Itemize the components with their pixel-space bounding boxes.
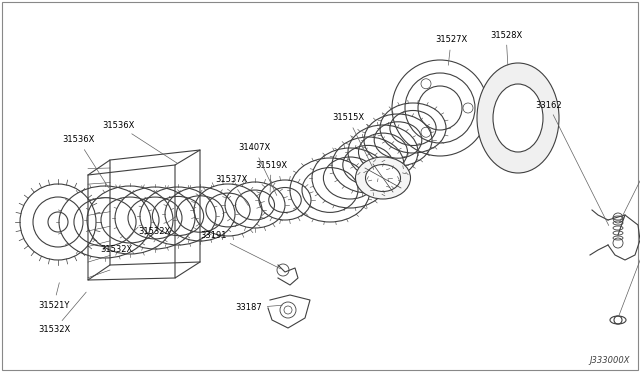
Text: ⓦ08915-13610
   (1): ⓦ08915-13610 (1) bbox=[0, 371, 1, 372]
Text: 31528X: 31528X bbox=[490, 31, 522, 65]
Text: 31537X: 31537X bbox=[215, 176, 248, 206]
Text: 31532X: 31532X bbox=[100, 227, 138, 254]
Text: 31536X: 31536X bbox=[62, 135, 109, 187]
Text: 33162: 33162 bbox=[535, 100, 609, 225]
Text: 31407X: 31407X bbox=[238, 144, 277, 196]
Text: 32835M: 32835M bbox=[0, 371, 1, 372]
Ellipse shape bbox=[365, 164, 401, 192]
Text: 32009X: 32009X bbox=[0, 371, 1, 372]
Text: 33187: 33187 bbox=[235, 304, 282, 312]
Ellipse shape bbox=[477, 63, 559, 173]
Text: 31527X: 31527X bbox=[435, 35, 467, 65]
Text: ⓦ08915-53610
   (1): ⓦ08915-53610 (1) bbox=[0, 371, 1, 372]
Text: 31536X: 31536X bbox=[102, 121, 178, 163]
Text: 31519X: 31519X bbox=[255, 160, 287, 192]
Text: J333000X: J333000X bbox=[589, 356, 630, 365]
Text: 33162EA: 33162EA bbox=[0, 371, 1, 372]
Text: 33181E: 33181E bbox=[0, 371, 1, 372]
Text: 33040E: 33040E bbox=[0, 371, 1, 372]
Text: 31521Y: 31521Y bbox=[38, 283, 69, 310]
Ellipse shape bbox=[493, 84, 543, 152]
Text: 31515X: 31515X bbox=[332, 113, 374, 170]
Text: 33161: 33161 bbox=[0, 371, 1, 372]
Text: 33168: 33168 bbox=[0, 371, 1, 372]
Text: 31532X: 31532X bbox=[138, 217, 176, 237]
Text: 33191: 33191 bbox=[200, 231, 280, 269]
Text: 31532X: 31532X bbox=[38, 292, 86, 334]
Text: 33162E: 33162E bbox=[0, 371, 1, 372]
Text: 33181F: 33181F bbox=[0, 371, 1, 372]
Ellipse shape bbox=[355, 157, 410, 199]
Text: 33169: 33169 bbox=[619, 148, 640, 315]
Text: ⓝ08911-20610
   (1): ⓝ08911-20610 (1) bbox=[0, 371, 1, 372]
Text: 24077X: 24077X bbox=[0, 371, 1, 372]
Text: 32831M: 32831M bbox=[0, 371, 1, 372]
Text: 33178: 33178 bbox=[620, 86, 640, 222]
Text: 32829M: 32829M bbox=[0, 371, 1, 372]
